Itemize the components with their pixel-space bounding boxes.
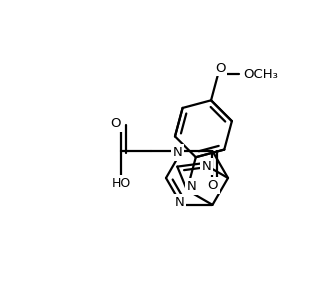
Text: O: O: [111, 118, 121, 130]
Text: N: N: [187, 180, 197, 193]
Text: HO: HO: [111, 177, 131, 190]
Text: N: N: [173, 146, 182, 159]
Text: N: N: [202, 160, 211, 173]
Text: OCH₃: OCH₃: [243, 67, 278, 81]
Text: O: O: [207, 179, 218, 192]
Text: N: N: [175, 196, 185, 209]
Text: O: O: [215, 61, 225, 75]
